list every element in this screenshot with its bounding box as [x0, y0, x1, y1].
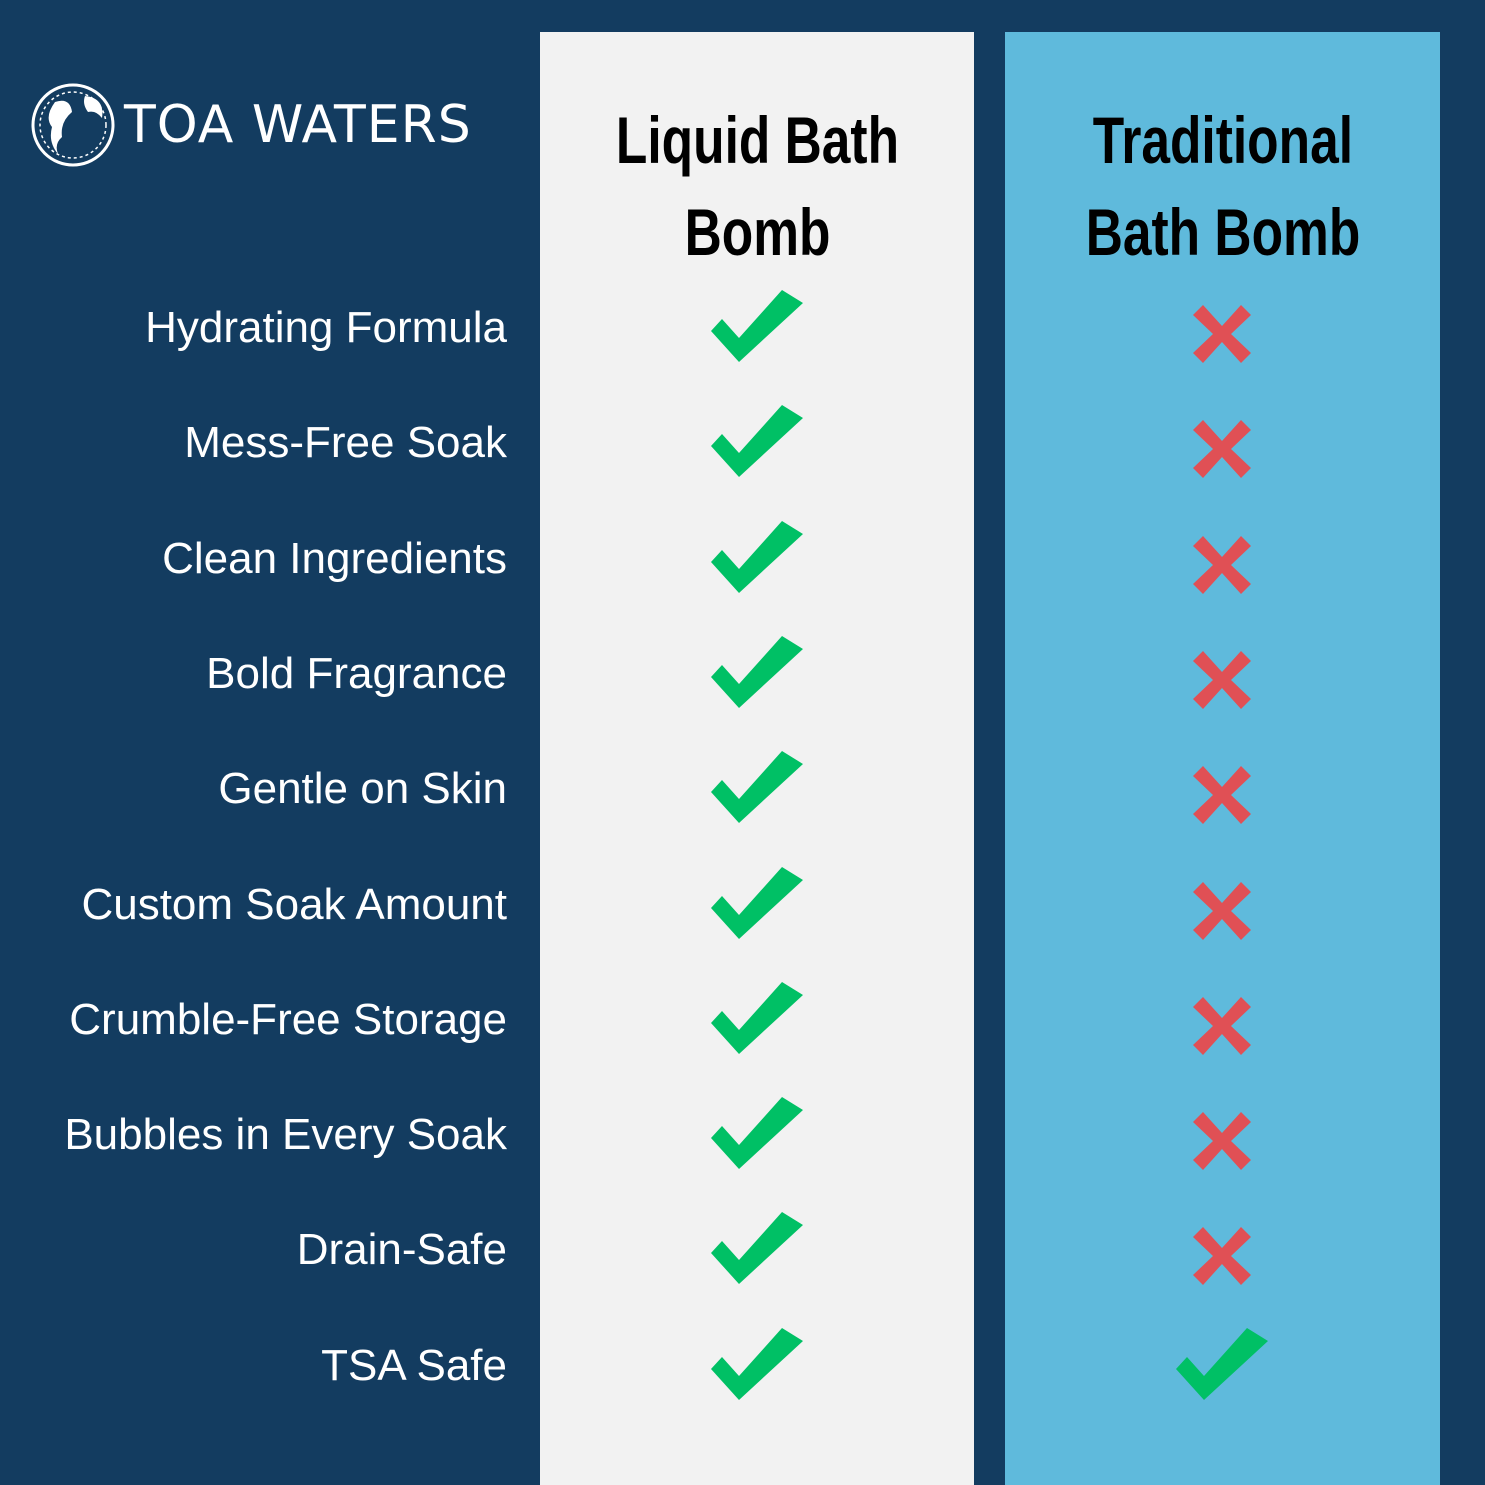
check-icon [711, 1097, 803, 1176]
traditional-bath-bomb-column: Traditional Bath Bomb [1005, 32, 1440, 1485]
brand-logo: TOA WATERS [30, 82, 472, 168]
cross-icon [1193, 535, 1251, 599]
feature-label: TSA Safe [321, 1340, 507, 1390]
check-icon [1176, 1327, 1268, 1407]
cross-icon [1193, 650, 1251, 714]
cross-icon [1193, 420, 1251, 483]
feature-label: Custom Soak Amount [81, 879, 507, 929]
feature-label: Gentle on Skin [218, 764, 507, 814]
feature-label: Mess-Free Soak [184, 418, 507, 468]
feature-label: Drain-Safe [296, 1225, 507, 1275]
cross-icon [1193, 766, 1251, 829]
column-header-traditional: Traditional Bath Bomb [1085, 103, 1360, 269]
check-icon [711, 520, 803, 600]
feature-label: Clean Ingredients [162, 533, 507, 583]
check-icon [711, 981, 803, 1061]
check-icon [711, 1212, 803, 1291]
feature-label: Hydrating Formula [145, 303, 507, 352]
check-icon [711, 751, 803, 830]
cross-icon [1193, 1227, 1251, 1290]
cross-icon [1193, 881, 1251, 945]
cross-icon [1193, 996, 1251, 1060]
cross-icon [1193, 305, 1251, 368]
sea-horse-emblem-icon [31, 83, 115, 167]
check-icon [711, 635, 803, 715]
check-icon [711, 290, 803, 369]
check-icon [711, 405, 803, 484]
column-header-liquid: Liquid Bath Bomb [615, 103, 899, 269]
check-icon [711, 1327, 803, 1407]
feature-label: Bubbles in Every Soak [64, 1110, 507, 1160]
check-icon [711, 866, 803, 946]
feature-label: Bold Fragrance [206, 648, 507, 698]
brand-name: TOA WATERS [124, 95, 472, 155]
cross-icon [1193, 1112, 1251, 1175]
feature-label: Crumble-Free Storage [69, 994, 507, 1044]
